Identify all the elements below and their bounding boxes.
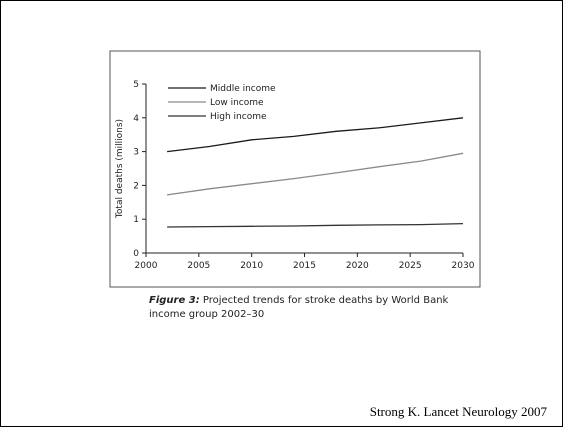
x-tick-label: 2025 [399,261,422,271]
x-tick-label: 2010 [240,261,263,271]
y-tick-label: 4 [133,114,139,124]
figure-caption: Figure 3: Projected trends for stroke de… [149,294,479,322]
y-tick-label: 3 [133,148,139,158]
figure-caption-text: Projected trends for stroke deaths by Wo… [149,295,449,320]
chart-axes: 2000 2005 2010 2015 2020 2025 2030 0 1 2 3 4 5 Total … [115,80,475,271]
x-tick-label: 2005 [187,261,210,271]
chart-series [167,117,464,228]
series-line-1 [167,117,464,153]
legend-label-2: Low income [210,98,264,108]
series-line-3 [167,222,464,228]
y-tick-label: 2 [133,181,139,191]
x-tick-label: 2000 [135,261,158,271]
figure-label: Figure 3: [149,295,200,306]
x-tick-label: 2030 [452,261,475,271]
legend-label-1: Middle income [210,84,276,94]
plot-frame [109,50,481,288]
chart-legend: Middle income Low income High income [168,84,276,122]
y-tick-label: 1 [133,215,139,225]
y-tick-label: 0 [133,249,139,259]
legend-label-3: High income [210,112,267,122]
x-tick-label: 2020 [346,261,369,271]
series-line-2 [167,152,464,196]
y-axis-title: Total deaths (millions) [115,119,125,219]
y-tick-label: 5 [133,80,139,90]
line-chart: 2000 2005 2010 2015 2020 2025 2030 0 1 2 3 4 5 Total … [109,50,481,288]
x-tick-label: 2015 [293,261,316,271]
citation: Strong K. Lancet Neurology 2007 [369,404,547,419]
